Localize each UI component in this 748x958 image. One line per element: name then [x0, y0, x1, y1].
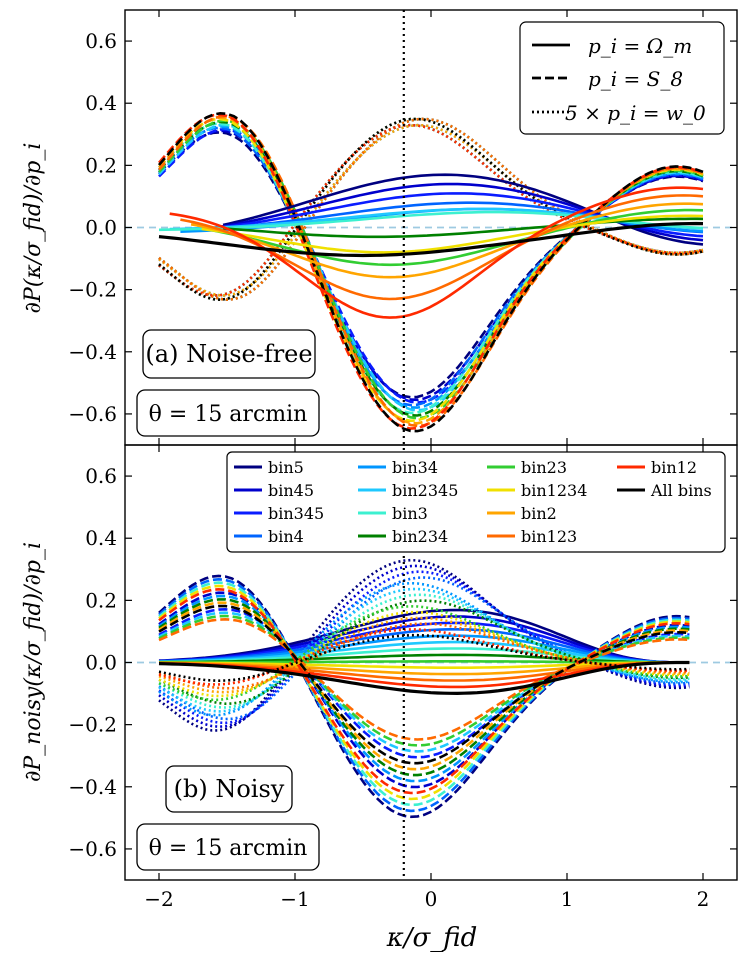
panel-b-frame [124, 444, 738, 881]
panel-a-w0-curve-bin12 [158, 123, 704, 297]
legend-solid-label: p_i = Ω_m [588, 34, 692, 58]
panel-a-w0-curve-All bins [158, 117, 704, 302]
legend-label-bin345: bin345 [268, 504, 324, 523]
x-axis-label: κ/σ_fid [386, 923, 478, 953]
panel-a-omega-m-curve-bin234 [223, 217, 704, 239]
panel-b-label: (b) Noisy [174, 775, 285, 803]
legend-label-bin34: bin34 [392, 458, 438, 477]
panel-a-omega-m-curve-All bins [158, 221, 704, 258]
legend-dotted-label: 5 × p_i = w_0 [565, 101, 706, 125]
legend-label-bin12: bin12 [651, 458, 697, 477]
panel-a-s8-curve-bin1234 [158, 117, 704, 423]
panel-b-y-tick-label: 0.6 [85, 464, 117, 488]
x-tick-label: −1 [280, 887, 309, 911]
panel-b-y-tick-label: 0.4 [85, 526, 117, 550]
panel-b-s8-curve-All bins [158, 604, 690, 765]
panel-b-noisy: −0.6 −0.4 −0.2 0.0 0.2 0.4 0.6 [68, 444, 738, 881]
panel-b-w0-curve-All bins [158, 633, 690, 683]
bin-color-legend: bin5 bin45 bin345 bin4 bin34 bin2345 bin3 bin23… [226, 451, 726, 553]
panel-a-w0-curve-bin123 [158, 117, 704, 302]
panel-a-noise-free: −0.6 −0.4 −0.2 0.0 0.2 0.4 0.6 [68, 9, 738, 446]
panel-b-y-tick-label: −0.4 [68, 775, 117, 799]
panel-b-w0-curve-bin2345 [158, 587, 690, 713]
legend-label-bin4: bin4 [268, 527, 304, 546]
panel-a-y-tick-label: 0.2 [85, 153, 117, 177]
panel-b-s8-curve-bin234 [158, 598, 690, 777]
panel-b-w0-curve-bin34 [158, 581, 690, 717]
legend-label-bin1234: bin1234 [521, 481, 587, 500]
panel-a-omega-m-curve-bin23 [212, 208, 704, 267]
shared-x-axis: −2 −1 0 1 2 [144, 887, 709, 911]
legend-label-All bins: All bins [650, 481, 712, 500]
panel-a-y-tick-label: 0.4 [85, 91, 117, 115]
legend-label-bin2345: bin2345 [392, 481, 458, 500]
panel-a-y-tick-label: −0.4 [68, 340, 117, 364]
panel-a-label-box: (a) Noise-free [142, 329, 316, 379]
panel-a-omega-m-curve-bin12 [169, 186, 704, 319]
style-legend: p_i = Ω_m p_i = S_8 5 × p_i = w_0 [519, 21, 725, 135]
panel-b-y-tick-label: 0.0 [85, 651, 117, 675]
panel-a-y-tick-label: −0.6 [68, 402, 117, 426]
panel-b-theta-box: θ = 15 arcmin [136, 823, 320, 871]
x-tick-label: 1 [561, 887, 574, 911]
panel-b-y-axis-label: ∂P_noisy(κ/σ_fid)/∂p_i [21, 542, 46, 782]
legend-label-bin45: bin45 [268, 481, 314, 500]
panel-b-w0-curve-bin1234 [158, 610, 690, 698]
panel-b-omega-m-curve-All bins [158, 660, 690, 696]
panel-a-omega-m-curve-bin1234 [201, 214, 704, 254]
legend-label-bin234: bin234 [392, 527, 448, 546]
legend-dashed-label: p_i = S_8 [588, 67, 683, 91]
legend-label-bin3: bin3 [392, 504, 428, 523]
x-tick-label: 0 [425, 887, 438, 911]
panel-b-y-tick-label: 0.2 [85, 588, 117, 612]
legend-label-bin5: bin5 [268, 458, 304, 477]
panel-b-y-tick-label: −0.6 [68, 837, 117, 861]
panel-a-y-tick-label: −0.2 [68, 278, 117, 302]
x-tick-label: 2 [697, 887, 710, 911]
panel-b-s8-curve-bin23 [158, 614, 690, 747]
panel-b-theta: θ = 15 arcmin [149, 836, 308, 861]
panel-a-theta-box: θ = 15 arcmin [136, 389, 320, 437]
panel-b-label-box: (b) Noisy [165, 765, 293, 813]
x-tick-label: −2 [144, 887, 173, 911]
legend-label-bin123: bin123 [521, 527, 577, 546]
panel-b-s8-curve-bin123 [158, 617, 690, 741]
panel-a-y-tick-label: 0.0 [85, 216, 117, 240]
panel-b-w0-curve-bin5 [158, 558, 690, 732]
panel-a-label: (a) Noise-free [145, 340, 312, 368]
panel-b-y-tick-label: −0.2 [68, 713, 117, 737]
panel-a-s8-curve-All bins [158, 111, 704, 433]
panel-b-s8-curve-bin12 [158, 587, 690, 795]
panel-a-omega-m-curve-bin2 [190, 202, 704, 279]
legend-label-bin23: bin23 [521, 458, 567, 477]
panel-a-theta: θ = 15 arcmin [149, 402, 308, 427]
panel-a-y-axis-label: ∂P(κ/σ_fid)/∂p_i [21, 143, 46, 314]
legend-label-bin2: bin2 [521, 504, 557, 523]
panel-b-s8-curve-bin2 [158, 601, 690, 771]
panel-a-y-tick-label: 0.6 [85, 29, 117, 53]
panel-a-s8-curve-bin12 [158, 113, 704, 430]
